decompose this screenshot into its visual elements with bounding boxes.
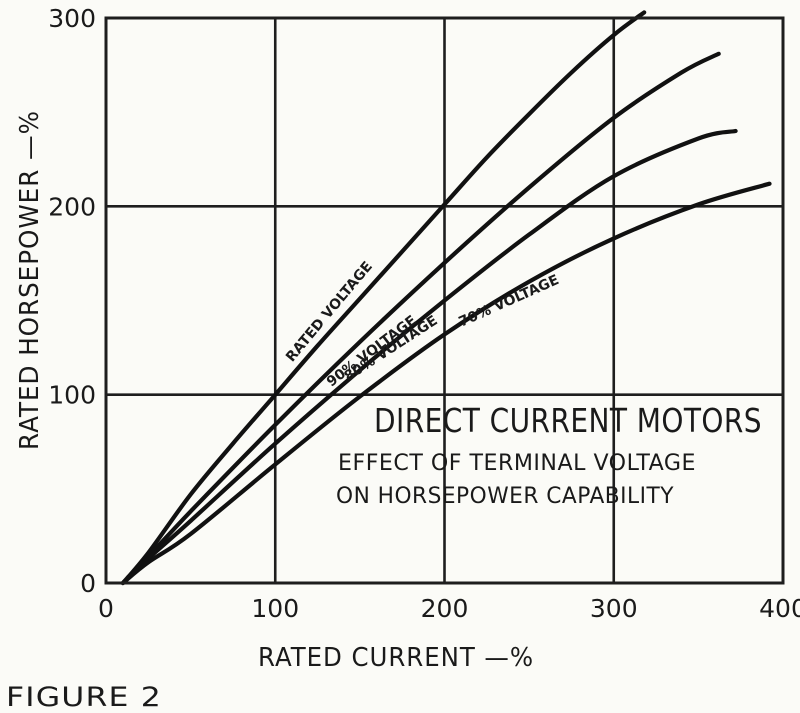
plot-border xyxy=(104,16,785,585)
chart-subtitle-line-1: EFFECT OF TERMINAL VOLTAGE xyxy=(338,451,696,476)
figure-caption: FIGURE 2 xyxy=(6,682,162,713)
x-tick-label-200: 200 xyxy=(421,594,469,623)
chart-title: DIRECT CURRENT MOTORS xyxy=(374,401,762,440)
plot-frame xyxy=(104,16,785,585)
series-line-3 xyxy=(120,181,772,586)
x-tick-label-100: 100 xyxy=(251,594,299,623)
series-line-1 xyxy=(120,51,721,586)
y-axis-title: RATED HORSEPOWER —% xyxy=(15,110,45,450)
y-tick-label-0: 0 xyxy=(80,569,96,598)
data-curves xyxy=(120,10,772,586)
chart-subtitle-line-2: ON HORSEPOWER CAPABILITY xyxy=(336,484,674,509)
y-tick-label-100: 100 xyxy=(48,381,96,410)
x-axis-title: RATED CURRENT —% xyxy=(258,643,534,673)
x-tick-label-300: 300 xyxy=(590,594,638,623)
y-tick-label-200: 200 xyxy=(48,192,96,221)
series-line-2 xyxy=(120,128,738,586)
y-tick-label-300: 300 xyxy=(48,4,96,33)
x-tick-label-400: 400 xyxy=(759,594,800,623)
x-tick-label-0: 0 xyxy=(98,594,114,623)
series-line-0 xyxy=(120,10,647,586)
tick-labels: 0 100 200 300 400 0 100 200 300 xyxy=(48,4,800,623)
